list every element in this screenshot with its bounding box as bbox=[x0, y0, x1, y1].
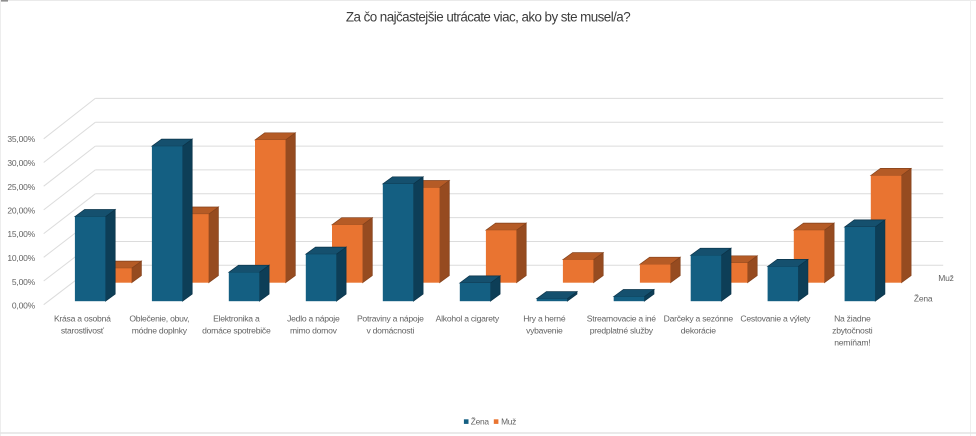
svg-text:35,00%: 35,00% bbox=[7, 134, 35, 144]
svg-text:predplatné služby: predplatné služby bbox=[590, 326, 654, 336]
svg-text:Muž: Muž bbox=[501, 417, 516, 427]
svg-text:Elektronika a: Elektronika a bbox=[213, 313, 260, 323]
svg-text:Streamovacie a iné: Streamovacie a iné bbox=[587, 313, 657, 323]
svg-text:Cestovanie a výlety: Cestovanie a výlety bbox=[740, 313, 811, 323]
svg-text:Krása a osobná: Krása a osobná bbox=[54, 313, 111, 323]
svg-text:Alkohol a cigarety: Alkohol a cigarety bbox=[436, 313, 500, 323]
svg-text:mimo domov: mimo domov bbox=[290, 326, 338, 336]
svg-text:nemíňam!: nemíňam! bbox=[834, 338, 870, 348]
svg-text:Potraviny a nápoje: Potraviny a nápoje bbox=[357, 313, 424, 323]
svg-text:Muž: Muž bbox=[938, 273, 953, 283]
svg-text:domáce spotrebiče: domáce spotrebiče bbox=[202, 326, 271, 336]
svg-text:20,00%: 20,00% bbox=[7, 206, 35, 216]
svg-text:v domácnosti: v domácnosti bbox=[366, 326, 414, 336]
svg-text:Oblečenie, obuv,: Oblečenie, obuv, bbox=[129, 313, 189, 323]
svg-text:Hry a herné: Hry a herné bbox=[523, 313, 566, 323]
svg-text:25,00%: 25,00% bbox=[7, 182, 35, 192]
svg-text:0,00%: 0,00% bbox=[12, 301, 36, 311]
svg-text:Darčeky a sezónne: Darčeky a sezónne bbox=[664, 313, 734, 323]
svg-text:starostlivosť: starostlivosť bbox=[61, 326, 105, 336]
svg-text:30,00%: 30,00% bbox=[7, 158, 35, 168]
svg-text:10,00%: 10,00% bbox=[7, 253, 35, 263]
svg-text:Za čo najčastejšie utrácate vi: Za čo najčastejšie utrácate viac, ako by… bbox=[346, 10, 630, 25]
svg-text:15,00%: 15,00% bbox=[7, 229, 35, 239]
svg-text:Žena: Žena bbox=[471, 417, 490, 427]
svg-text:Žena: Žena bbox=[914, 294, 933, 304]
svg-text:Na žiadne: Na žiadne bbox=[834, 313, 871, 323]
svg-text:Jedlo a nápoje: Jedlo a nápoje bbox=[287, 313, 340, 323]
svg-text:5,00%: 5,00% bbox=[12, 277, 36, 287]
svg-text:dekorácie: dekorácie bbox=[681, 326, 716, 336]
svg-text:zbytočnosti: zbytočnosti bbox=[832, 326, 873, 336]
svg-text:vybavenie: vybavenie bbox=[526, 326, 563, 336]
svg-text:módne doplnky: módne doplnky bbox=[132, 326, 188, 336]
